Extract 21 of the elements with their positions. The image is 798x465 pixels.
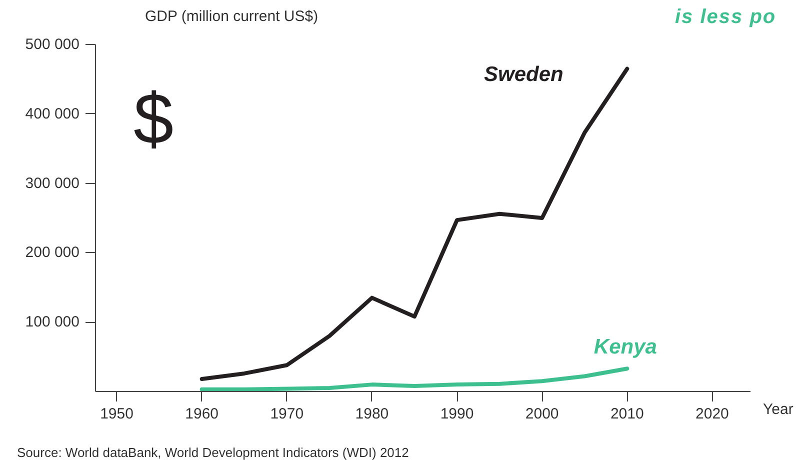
x-tick-label: 2000 (525, 406, 559, 422)
x-tick-label: 1960 (185, 406, 219, 422)
series-label: Kenya (594, 336, 658, 359)
x-axis-title: Year (763, 401, 794, 418)
x-tick-label: 1990 (440, 406, 474, 422)
text: is less po (674, 6, 776, 28)
y-tick-label: 300 000 (25, 174, 80, 192)
source-note: Source: World dataBank, World Development Indicators (WDI) 2012 (17, 445, 409, 460)
line-series (200, 366, 630, 392)
y-axis-title: GDP (million current US$) (145, 8, 318, 25)
x-tick-label: 1950 (100, 406, 134, 422)
x-tick-label: 2020 (696, 406, 729, 422)
y-tick-label: 400 000 (25, 105, 80, 122)
annotation: $ (134, 80, 174, 160)
x-tick-label: 1980 (355, 406, 389, 422)
y-tick-label: 500 000 (25, 36, 80, 53)
text: Sweden (484, 62, 564, 86)
x-tick-label: 1970 (270, 406, 304, 422)
x-tick-label: 2010 (610, 406, 644, 422)
y-tick-label: 200 000 (25, 244, 80, 262)
y-tick-label: 100 000 (25, 314, 80, 331)
